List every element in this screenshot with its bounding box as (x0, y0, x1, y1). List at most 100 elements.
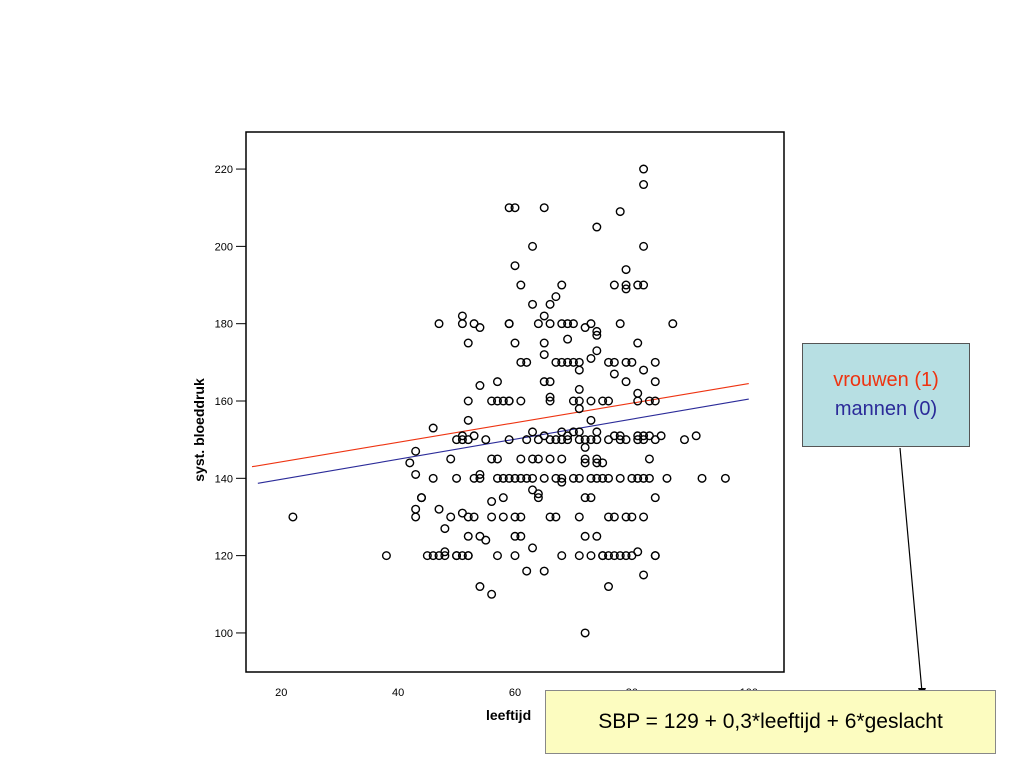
data-point (720, 473, 730, 483)
data-point (411, 446, 421, 456)
data-point (545, 299, 555, 309)
data-point (586, 353, 596, 363)
data-point (574, 473, 584, 483)
data-point (516, 454, 526, 464)
data-point (586, 396, 596, 406)
data-point (580, 442, 590, 452)
data-point (428, 551, 438, 561)
data-point (604, 582, 614, 592)
data-point (434, 319, 444, 329)
data-point (592, 531, 602, 541)
data-point (469, 512, 479, 522)
y-tick-label: 120 (215, 551, 233, 563)
data-point (586, 473, 596, 483)
data-point (697, 473, 707, 483)
data-point (633, 473, 643, 483)
data-point (528, 473, 538, 483)
data-point (644, 473, 654, 483)
data-point (557, 280, 567, 290)
data-point (650, 396, 660, 406)
data-point (475, 473, 485, 483)
data-point (650, 377, 660, 387)
data-point (481, 435, 491, 445)
data-point (580, 493, 590, 503)
data-point (457, 435, 467, 445)
data-point (621, 512, 631, 522)
data-point (463, 338, 473, 348)
data-point (604, 357, 614, 367)
data-point (463, 551, 473, 561)
data-point (609, 512, 619, 522)
regression-equation: SBP = 129 + 0,3*leeftijd + 6*geslacht (545, 690, 996, 754)
data-point (452, 551, 462, 561)
data-point (463, 531, 473, 541)
x-axis-title: leeftijd (486, 707, 531, 723)
data-point (446, 454, 456, 464)
data-point (516, 512, 526, 522)
data-point (492, 454, 502, 464)
data-point (539, 350, 549, 360)
data-point (528, 454, 538, 464)
data-point (487, 396, 497, 406)
data-point (446, 512, 456, 522)
data-point (487, 512, 497, 522)
data-point (592, 330, 602, 340)
data-point (539, 473, 549, 483)
data-point (633, 280, 643, 290)
data-point (551, 292, 561, 302)
data-point (592, 222, 602, 232)
data-point (621, 284, 631, 294)
data-point (639, 241, 649, 251)
data-point (504, 396, 514, 406)
y-tick-label: 200 (215, 241, 233, 253)
data-point (563, 319, 573, 329)
data-point (574, 365, 584, 375)
data-point (568, 473, 578, 483)
data-point (469, 431, 479, 441)
data-point (615, 473, 625, 483)
data-point (504, 473, 514, 483)
plot-frame (245, 131, 785, 673)
data-point (405, 458, 415, 468)
data-point (522, 473, 532, 483)
data-points (288, 164, 730, 638)
data-point (545, 396, 555, 406)
data-point (627, 357, 637, 367)
regression-line-mannen (257, 398, 749, 484)
data-point (463, 512, 473, 522)
data-point (598, 551, 608, 561)
data-point (510, 203, 520, 213)
data-point (510, 531, 520, 541)
data-point (475, 469, 485, 479)
data-point (428, 423, 438, 433)
data-point (510, 338, 520, 348)
data-point (557, 454, 567, 464)
data-point (551, 357, 561, 367)
data-point (492, 396, 502, 406)
data-point (440, 551, 450, 561)
data-point (574, 384, 584, 394)
data-point (457, 551, 467, 561)
data-point (539, 311, 549, 321)
data-point (528, 543, 538, 553)
data-point (516, 280, 526, 290)
data-point (487, 497, 497, 507)
data-point (621, 435, 631, 445)
data-point (627, 512, 637, 522)
y-tick-label: 180 (215, 319, 233, 331)
data-point (615, 551, 625, 561)
data-point (615, 207, 625, 217)
data-point (481, 535, 491, 545)
y-tick-label: 140 (215, 473, 233, 485)
data-point (592, 435, 602, 445)
data-point (557, 319, 567, 329)
regression-line-vrouwen (251, 383, 749, 468)
data-point (656, 431, 666, 441)
data-point (650, 357, 660, 367)
data-point (528, 241, 538, 251)
data-point (574, 435, 584, 445)
equation-text: SBP = 129 + 0,3*leeftijd + 6*geslacht (598, 710, 943, 733)
data-point (639, 512, 649, 522)
x-tick-label: 40 (392, 687, 404, 699)
data-point (452, 473, 462, 483)
